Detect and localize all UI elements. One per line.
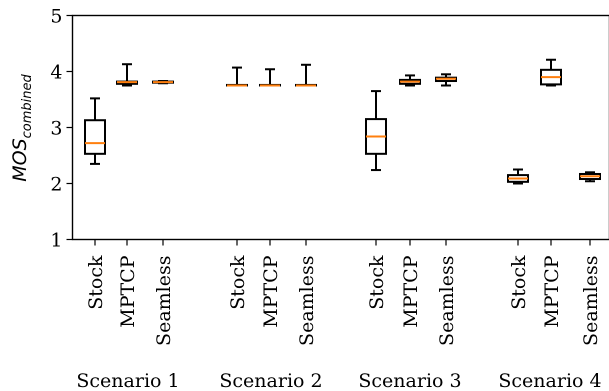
box-scenario-4-mptcp bbox=[540, 58, 562, 87]
x-category-label: Stock bbox=[366, 255, 388, 310]
y-axis-label: MOScombined bbox=[9, 73, 35, 181]
box-scenario-1-stock bbox=[84, 97, 106, 165]
x-category-label: MPTCP bbox=[260, 255, 282, 327]
y-tick-label: 3 bbox=[50, 118, 62, 140]
x-category-label: Seamless bbox=[436, 256, 458, 346]
x-category-label: Seamless bbox=[153, 256, 175, 346]
box-scenario-3-stock bbox=[365, 90, 387, 172]
y-tick-label: 2 bbox=[50, 174, 62, 196]
y-tick-label: 4 bbox=[50, 62, 62, 84]
y-axis-label-subscript: combined bbox=[20, 73, 35, 138]
y-axis-label-main: MOS bbox=[9, 138, 31, 181]
group-label: Scenario 1 bbox=[76, 370, 179, 391]
y-axis-ticks: 1 2 3 4 5 bbox=[50, 6, 73, 252]
box-scenario-2-seamless bbox=[295, 63, 317, 87]
x-axis-category-labels: Stock MPTCP Seamless Stock MPTCP Seamless Stoc… bbox=[85, 239, 602, 346]
box-series bbox=[84, 58, 601, 185]
x-category-label: MPTCP bbox=[541, 255, 563, 327]
box-scenario-3-seamless bbox=[435, 73, 457, 87]
box-scenario-3-mptcp bbox=[399, 74, 421, 87]
x-category-label: Seamless bbox=[296, 256, 318, 346]
box-scenario-2-mptcp bbox=[259, 68, 281, 87]
x-axis-group-labels: Scenario 1 Scenario 2 Scenario 3 Scenario 4 bbox=[76, 370, 601, 391]
box-scenario-2-stock bbox=[226, 66, 248, 87]
group-label: Scenario 2 bbox=[219, 370, 322, 391]
box-scenario-1-seamless bbox=[152, 80, 174, 85]
x-category-label: Seamless bbox=[580, 256, 602, 346]
y-tick-label: 5 bbox=[50, 6, 62, 28]
x-category-label: MPTCP bbox=[400, 255, 422, 327]
x-category-label: Stock bbox=[85, 255, 107, 310]
box-scenario-4-seamless bbox=[579, 171, 601, 183]
box-iqr bbox=[84, 119, 106, 155]
x-category-label: Stock bbox=[508, 255, 530, 310]
group-label: Scenario 3 bbox=[358, 370, 461, 391]
x-category-label: MPTCP bbox=[117, 255, 139, 327]
group-label: Scenario 4 bbox=[498, 370, 601, 391]
y-tick-label: 1 bbox=[50, 230, 62, 252]
plot-axes bbox=[71, 14, 609, 241]
x-category-label: Stock bbox=[227, 255, 249, 310]
plot-frame bbox=[71, 14, 609, 241]
box-scenario-1-mptcp bbox=[116, 63, 138, 87]
box-scenario-4-stock bbox=[507, 168, 529, 185]
